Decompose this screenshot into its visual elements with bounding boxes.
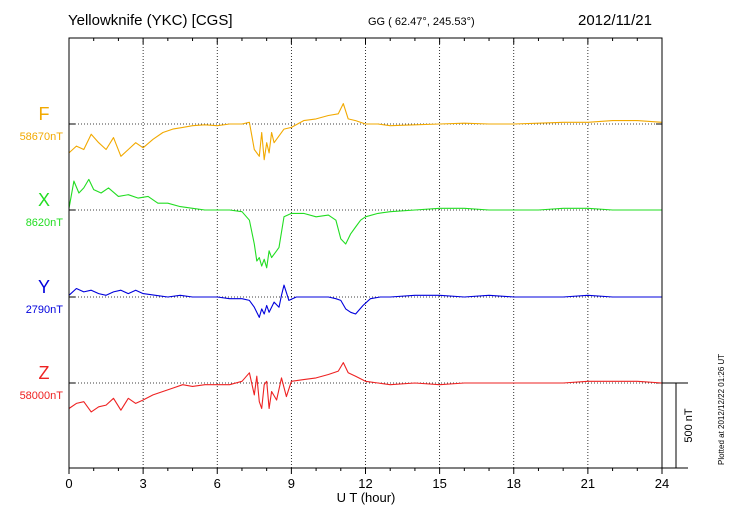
component-name-x: X — [38, 190, 50, 210]
x-tick-label: 21 — [581, 476, 595, 491]
trace-z — [68, 362, 663, 413]
x-axis-label: U T (hour) — [337, 490, 396, 505]
x-ticks: 0 3 6 9 12 15 18 21 24 — [65, 38, 669, 491]
trace-x — [68, 178, 662, 269]
station-title: Yellowknife (YKC) [CGS] — [68, 12, 233, 29]
trace-f — [68, 103, 663, 161]
x-tick-label: 9 — [288, 476, 295, 491]
geographic-coords: GG ( 62.47°, 245.53°) — [368, 16, 475, 28]
component-name-y: Y — [38, 277, 50, 297]
baseline-value-f: 58670nT — [20, 131, 64, 143]
scale-bar-label: 500 nT — [683, 408, 695, 443]
scale-bar: 500 nT — [662, 382, 695, 469]
x-tick-label: 0 — [65, 476, 72, 491]
plot-frame — [68, 37, 663, 469]
x-tick-label: 12 — [358, 476, 372, 491]
plot-date: 2012/11/21 — [578, 12, 652, 29]
component-name-f: F — [39, 104, 50, 124]
baseline-value-x: 8620nT — [26, 217, 64, 229]
x-tick-label: 6 — [214, 476, 221, 491]
plotted-timestamp: Plotted at 2012/12/22 01:26 UT — [717, 354, 726, 465]
component-labels: F 58670nT X 8620nT Y 2790nT Z 58000nT — [20, 104, 64, 402]
grid-lines — [142, 38, 589, 468]
trace-y — [68, 284, 662, 318]
component-traces — [68, 103, 663, 413]
x-tick-label: 3 — [140, 476, 147, 491]
x-tick-label: 18 — [507, 476, 521, 491]
x-tick-label: 15 — [432, 476, 446, 491]
baseline-value-y: 2790nT — [26, 304, 64, 316]
baseline-value-z: 58000nT — [20, 390, 64, 402]
component-name-z: Z — [39, 363, 50, 383]
x-tick-label: 24 — [655, 476, 669, 491]
